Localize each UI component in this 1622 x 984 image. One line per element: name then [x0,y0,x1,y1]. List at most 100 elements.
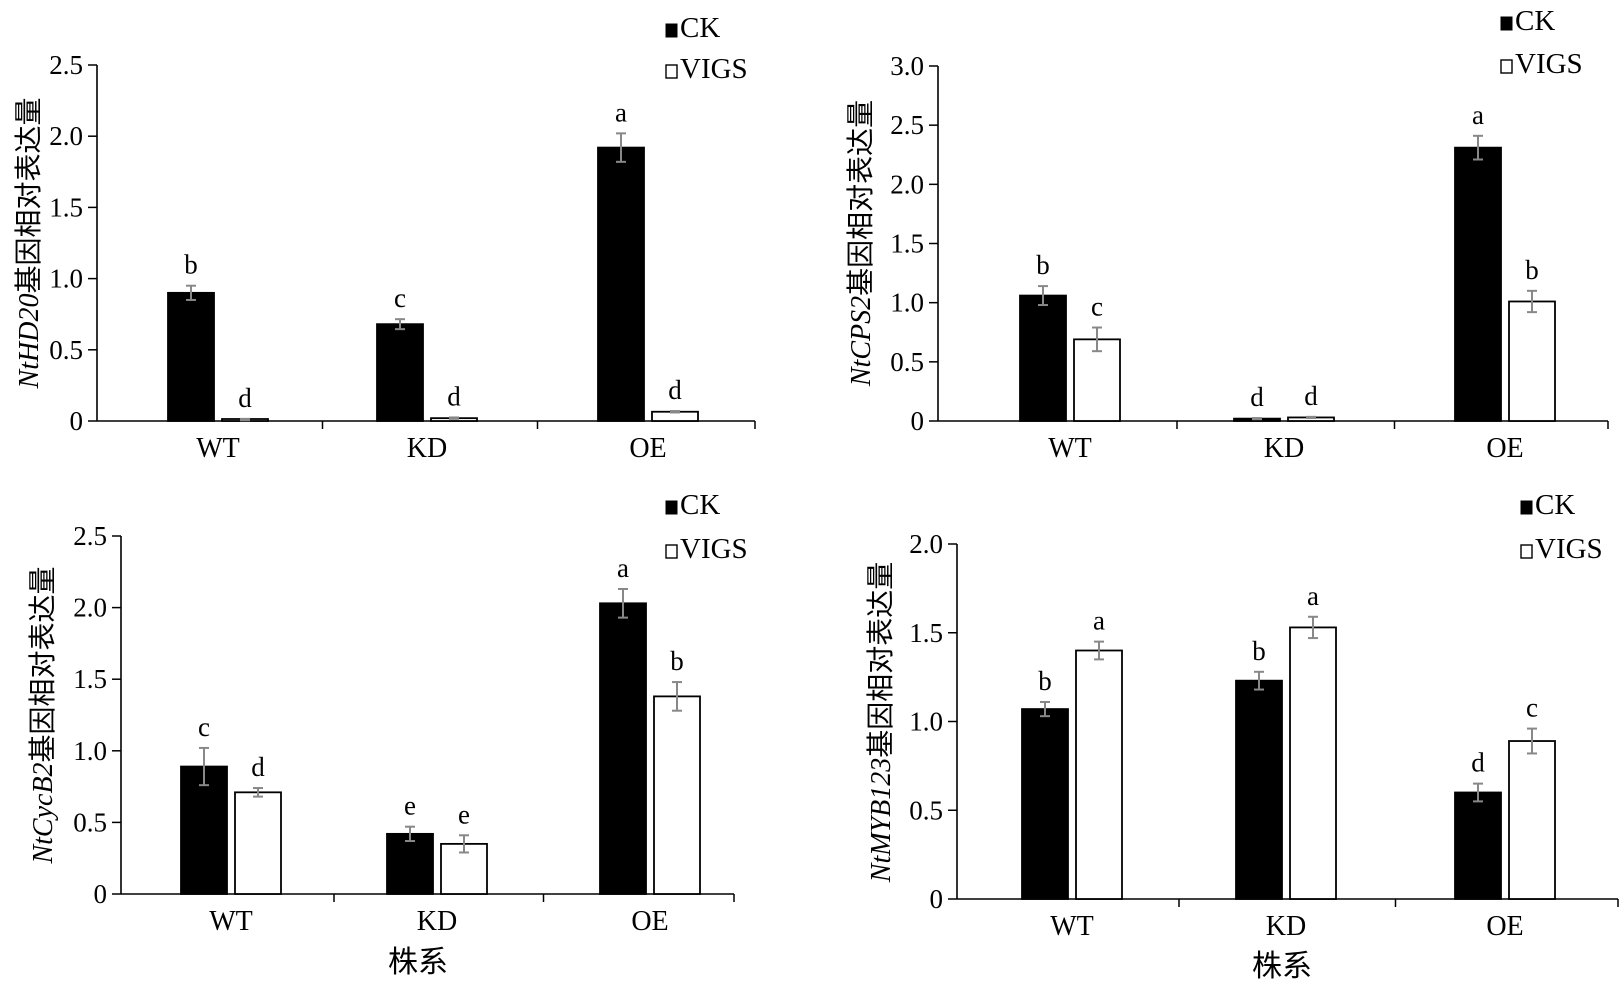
significance-letter: b [670,646,684,676]
y-tick-label: 2.0 [73,593,107,623]
bar-ck [1021,708,1069,900]
y-tick-label: 0.5 [49,335,83,365]
significance-letter: a [1307,581,1319,611]
y-tick-label: 2.5 [49,50,83,80]
significance-letter: b [1036,250,1050,280]
y-axis-gene-name: NtCycB2 [28,762,59,864]
y-tick-label: 0.5 [909,795,943,825]
bar-vigs [1508,300,1556,422]
significance-letter: c [1091,292,1103,322]
bar-ck [597,146,645,422]
legend-label-ck: CK [680,12,720,44]
y-tick-label: 0 [94,879,108,909]
y-axis-label-suffix: 基因相对表达量 [845,100,877,296]
x-axis-title-bottom-right: 株系 [1252,950,1312,983]
y-tick-label: 2.0 [890,169,924,199]
significance-letter: a [617,553,629,583]
legend-swatch-ck [1500,16,1513,31]
y-axis-label: NtCPS2基因相对表达量 [845,100,877,387]
bar-vigs [1075,649,1123,900]
bar-ck [1019,294,1067,422]
bar-ck [1454,146,1502,422]
y-tick-label: 2.0 [49,121,83,151]
bar-vigs [1073,338,1121,422]
significance-letter: e [458,799,470,829]
y-axis-gene-name: NtHD20 [14,294,45,390]
bar-ck [1454,791,1502,900]
category-label: KD [1264,433,1304,464]
category-label: WT [1048,433,1092,464]
significance-letter: d [1471,748,1485,778]
category-label: KD [1266,911,1306,942]
significance-letter: d [1304,381,1318,411]
significance-letter: c [198,712,210,742]
y-tick-label: 1.5 [909,618,943,648]
bar-vigs [1289,626,1337,900]
significance-letter: d [251,752,265,782]
significance-letter: a [1093,606,1105,636]
legend-label-vigs: VIGS [1535,533,1603,565]
legend-label-ck: CK [1515,5,1555,37]
y-axis-label-suffix: 基因相对表达量 [865,562,897,758]
bar-ck [376,323,424,422]
legend-label-vigs: VIGS [1515,48,1583,80]
legend-label-vigs: VIGS [680,53,748,85]
y-axis-label: NtMYB123基因相对表达量 [865,562,897,883]
chart-ntMYB123: 0 0.5 1.0 1.5 2.0 WT KD OE b b d a a c NtMYB123基因相对表达量… [865,489,1619,942]
category-label: WT [1050,911,1094,942]
category-label: OE [1486,433,1523,464]
legend-label-vigs: VIGS [680,533,748,565]
significance-letter: b [1525,255,1539,285]
significance-letter: d [238,383,252,413]
y-tick-label: 1.0 [909,707,943,737]
category-label: WT [196,433,240,464]
y-tick-label: 3.0 [890,51,924,81]
significance-letter: c [1526,693,1538,723]
y-axis-label: NtCycB2基因相对表达量 [27,566,59,864]
y-tick-label: 1.0 [73,736,107,766]
legend-label-ck: CK [680,489,720,521]
y-tick-label: 2.0 [909,529,943,559]
bar-ck [386,832,434,895]
legend-swatch-ck [665,500,678,515]
bar-vigs [234,791,282,895]
y-tick-label: 2.5 [73,521,107,551]
y-tick-label: 0 [911,406,925,436]
legend-swatch-ck [665,23,678,38]
bar-vigs [653,695,701,895]
significance-letter: a [1472,100,1484,130]
chart-ntHD20: 0 0.5 1.0 1.5 2.0 2.5 WT KD OE b c a d d d NtHD20基因相对表达… [13,12,756,464]
bar-ck [599,602,647,895]
y-tick-label: 1.0 [890,288,924,318]
chart-ntCPS2: 0 0.5 1.0 1.5 2.0 2.5 3.0 WT KD OE b d a c d b NtCPS2基因相… [845,5,1609,464]
y-tick-label: 0.5 [73,807,107,837]
bar-ck [180,765,228,895]
significance-letter: d [447,381,461,411]
y-axis-label: NtHD20基因相对表达量 [13,98,45,390]
bar-vigs [1508,740,1556,900]
significance-letter: d [1250,382,1264,412]
y-tick-label: 1.0 [49,264,83,294]
y-axis-gene-name: NtCPS2 [846,296,877,387]
y-tick-label: 0.5 [890,347,924,377]
y-tick-label: 1.5 [73,664,107,694]
significance-letter: c [394,283,406,313]
category-label: OE [631,906,668,937]
significance-letter: b [1038,666,1052,696]
y-axis-label-suffix: 基因相对表达量 [13,98,45,294]
legend-swatch-vigs [1500,59,1513,74]
significance-letter: b [184,250,198,280]
significance-letter: b [1252,636,1266,666]
bar-ck [1235,679,1283,900]
category-label: OE [629,433,666,464]
legend-label-ck: CK [1535,489,1575,521]
category-label: KD [407,433,447,464]
significance-letter: a [615,97,627,127]
chart-ntCycB2: 0 0.5 1.0 1.5 2.0 2.5 WT KD OE c e a d e b NtCycB2基因相对表… [27,489,748,937]
category-label: OE [1486,911,1523,942]
y-tick-label: 2.5 [890,110,924,140]
x-axis-title-bottom-left: 株系 [388,946,448,979]
y-tick-label: 1.5 [890,229,924,259]
y-tick-label: 1.5 [49,192,83,222]
